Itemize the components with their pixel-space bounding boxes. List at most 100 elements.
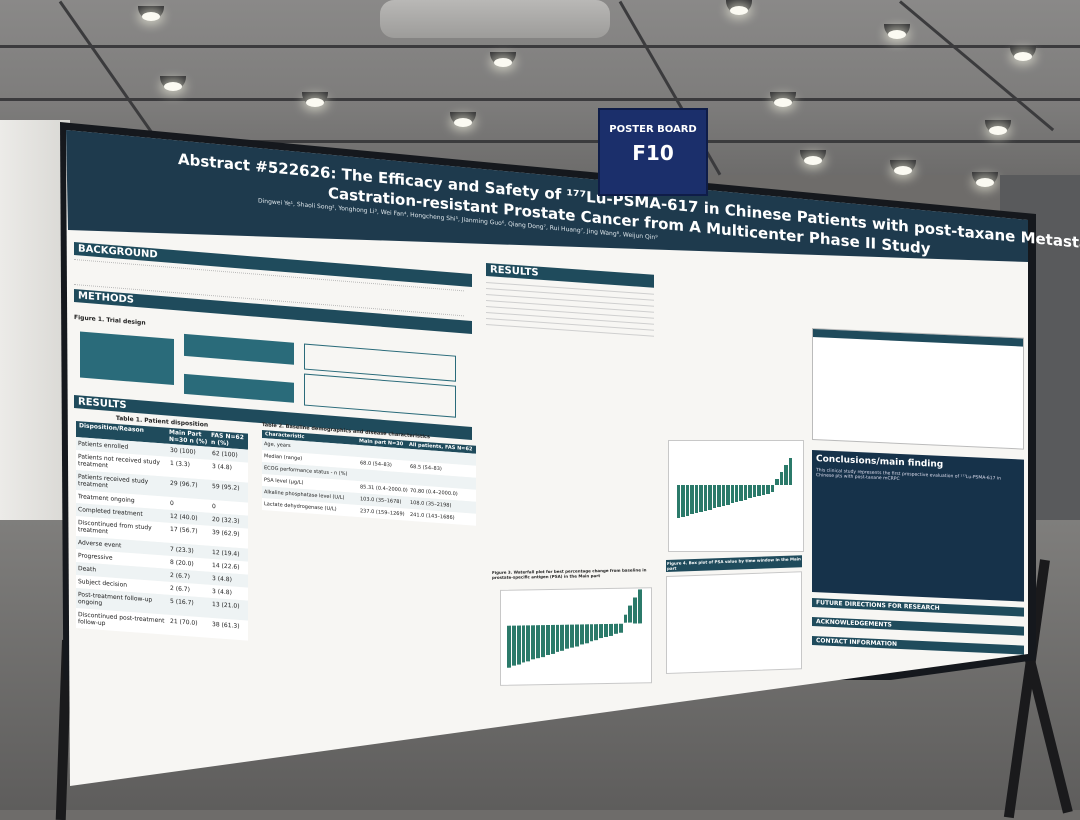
- poster-board-sign: POSTER BOARD F10: [598, 108, 708, 196]
- waterfall-bar: [717, 484, 721, 508]
- ceiling-light: [1010, 46, 1036, 61]
- waterfall-bar: [613, 623, 618, 634]
- table-cell: 3 (4.8): [212, 574, 232, 584]
- table-cell: 241.0 (143–1686): [410, 511, 455, 522]
- poster-middle-column: RESULTS: [486, 263, 654, 342]
- results-text-lines: [486, 282, 654, 337]
- waterfall-bar: [788, 457, 792, 485]
- waterfall-bar: [560, 624, 565, 651]
- waterfall-bar: [757, 484, 761, 497]
- waterfall-bar: [735, 484, 739, 503]
- waterfall-bar: [584, 623, 589, 644]
- waterfall-bar: [730, 484, 734, 504]
- waterfall-bar: [579, 623, 584, 645]
- figure2-bars: [677, 457, 793, 525]
- adverse-events-table: [812, 328, 1024, 450]
- table-cell-label: Discontinued post-treatment follow-up: [78, 611, 165, 628]
- table-cell: 2 (6.7): [170, 584, 190, 594]
- waterfall-bar: [784, 464, 788, 485]
- table-cell: 85.31 (0.4–2000.0): [360, 484, 408, 494]
- table-cell: 12 (19.4): [212, 548, 240, 559]
- figure3-title: Figure 3. Waterfall plot for best percen…: [492, 567, 647, 580]
- waterfall-bar: [726, 484, 730, 505]
- table1-col3: FAS N=62 n (%): [211, 431, 244, 448]
- ceiling-light: [302, 92, 328, 107]
- table-cell: 237.0 (159–1269): [360, 508, 405, 518]
- figure3-chart: [500, 587, 652, 686]
- waterfall-bar: [507, 625, 511, 668]
- poster-board-number: F10: [632, 141, 674, 165]
- table-cell: 3 (4.8): [212, 462, 232, 472]
- table-cell: 3 (4.8): [212, 587, 232, 597]
- waterfall-bar: [609, 623, 613, 636]
- waterfall-bar: [703, 484, 708, 511]
- ceiling-light: [985, 120, 1011, 135]
- table-cell: 7 (23.3): [170, 545, 194, 555]
- waterfall-bar: [721, 484, 726, 506]
- waterfall-bar: [685, 484, 690, 516]
- waterfall-bar: [604, 623, 608, 638]
- table-cell: 2 (6.7): [170, 571, 190, 581]
- waterfall-bar: [712, 484, 717, 509]
- table-cell: 68.0 (54–83): [360, 460, 392, 469]
- table-cell: 0: [170, 499, 174, 508]
- ceiling-truss: [0, 45, 1080, 48]
- ceiling-light: [138, 6, 164, 21]
- table-cell: 62 (100): [212, 449, 238, 459]
- table-cell: 38 (61.3): [212, 620, 240, 631]
- table-cell: 21 (70.0): [170, 617, 198, 627]
- section-future: FUTURE DIRECTIONS FOR RESEARCH: [812, 598, 1024, 617]
- waterfall-bar: [766, 484, 770, 494]
- table-cell: 20 (32.3): [212, 515, 240, 526]
- ceiling-light: [800, 150, 826, 165]
- figure4: Figure 4. Box plot of PSA value by time …: [666, 555, 802, 682]
- table-cell: [360, 448, 410, 458]
- waterfall-bar: [550, 624, 555, 654]
- waterfall-bar: [638, 589, 642, 623]
- poster-left-column: BACKGROUND METHODS Figure 1. Trial desig…: [74, 242, 472, 441]
- waterfall-bar: [536, 624, 540, 659]
- waterfall-bar: [748, 484, 752, 499]
- waterfall-bar: [570, 624, 574, 648]
- waterfall-bar: [739, 484, 743, 501]
- waterfall-bar: [516, 625, 521, 665]
- table-cell: 5 (16.7): [170, 597, 194, 607]
- table1-body: Patients enrolled 30 (100) 62 (100) Patient…: [76, 437, 248, 641]
- ceiling-truss: [0, 98, 1080, 101]
- waterfall-bar: [555, 624, 560, 653]
- table-cell: 30 (100): [170, 446, 196, 456]
- table-cell: 0: [212, 502, 216, 511]
- waterfall-bar: [770, 484, 775, 493]
- figure2-chart: [668, 440, 804, 552]
- ceiling-light: [884, 24, 910, 39]
- waterfall-bar: [633, 597, 638, 624]
- table-cell: 13 (21.0): [212, 600, 240, 611]
- waterfall-bar: [565, 624, 570, 650]
- table-cell: 14 (22.6): [212, 561, 240, 572]
- table2: Table 2. Baseline demographics and disea…: [262, 422, 476, 526]
- waterfall-bar: [699, 484, 703, 513]
- waterfall-bar: [575, 623, 579, 647]
- waterfall-bar: [521, 624, 526, 663]
- waterfall-bar: [623, 614, 628, 624]
- table-cell: 17 (56.7): [170, 525, 198, 535]
- waterfall-bar: [599, 623, 604, 639]
- ceiling-light: [770, 92, 796, 107]
- figure4-chart: [666, 571, 802, 674]
- waterfall-bar: [541, 624, 545, 657]
- conclusions-box: Conclusions/main finding This clinical s…: [812, 450, 1024, 602]
- ceiling-light: [160, 76, 186, 91]
- waterfall-bar: [545, 624, 550, 656]
- table-cell: 103.0 (35–1678): [360, 496, 402, 506]
- table-cell: 8 (20.0): [170, 558, 194, 568]
- table-cell: 29 (96.7): [170, 479, 198, 489]
- ceiling-light: [450, 112, 476, 127]
- waterfall-bar: [511, 625, 516, 666]
- table1-col2: Main Part N=30 n (%): [169, 428, 208, 446]
- poster-right-column: Conclusions/main finding This clinical s…: [812, 328, 1024, 655]
- figure3: Figure 3. Waterfall plot for best percen…: [492, 567, 658, 702]
- waterfall-bar: [681, 484, 685, 517]
- ceiling-light: [490, 52, 516, 67]
- ceiling-duct: [380, 0, 610, 38]
